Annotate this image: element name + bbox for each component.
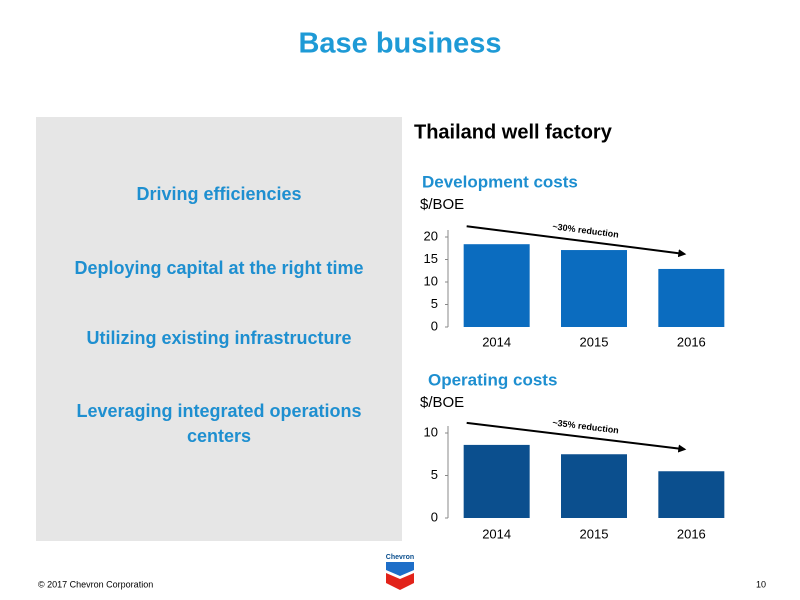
annotation: ~30% reduction xyxy=(552,221,620,239)
logo-chevron-blue xyxy=(386,562,414,576)
x-tick-label: 2016 xyxy=(677,526,706,541)
panel-item: Driving efficiencies xyxy=(136,184,302,204)
y-tick-label: 15 xyxy=(424,251,438,266)
page-number: 10 xyxy=(756,579,766,589)
annotation-arrow xyxy=(466,225,687,258)
bar xyxy=(463,244,530,327)
chart-title: Operating costs xyxy=(428,370,557,389)
panel-item: Deploying capital at the right time xyxy=(74,258,364,278)
y-axis-label: $/BOE xyxy=(420,196,464,213)
chart-title: Development costs xyxy=(422,172,578,191)
x-tick-label: 2015 xyxy=(580,526,609,541)
logo: Chevron xyxy=(386,554,414,590)
y-tick-label: 10 xyxy=(424,424,438,439)
annotation-arrow xyxy=(466,421,687,453)
x-tick-label: 2014 xyxy=(482,526,511,541)
x-tick-label: 2014 xyxy=(482,334,511,349)
logo-chevron-red xyxy=(386,573,414,590)
section-title: Thailand well factory xyxy=(414,121,613,143)
bar xyxy=(463,444,530,518)
y-tick-label: 5 xyxy=(431,296,438,311)
x-tick-label: 2016 xyxy=(677,334,706,349)
y-tick-label: 0 xyxy=(431,509,438,524)
bar xyxy=(561,250,627,327)
bar xyxy=(658,268,725,327)
copyright: © 2017 Chevron Corporation xyxy=(38,579,153,589)
left-panel: Driving efficiencies Deploying capital a… xyxy=(36,117,402,541)
y-tick-label: 20 xyxy=(424,228,438,243)
panel-item: Leveraging integrated operations centers xyxy=(76,401,362,446)
bar xyxy=(658,471,725,518)
panel-item: Utilizing existing infrastructure xyxy=(86,328,352,348)
y-axis-label: $/BOE xyxy=(420,394,464,411)
y-tick-label: 5 xyxy=(431,467,438,482)
y-tick-label: 10 xyxy=(424,273,438,288)
slide-title: Base business xyxy=(298,28,501,60)
logo-text: Chevron xyxy=(386,554,414,561)
bar xyxy=(561,454,627,518)
annotation: ~35% reduction xyxy=(552,417,619,435)
x-tick-label: 2015 xyxy=(580,334,609,349)
y-tick-label: 0 xyxy=(431,318,438,333)
